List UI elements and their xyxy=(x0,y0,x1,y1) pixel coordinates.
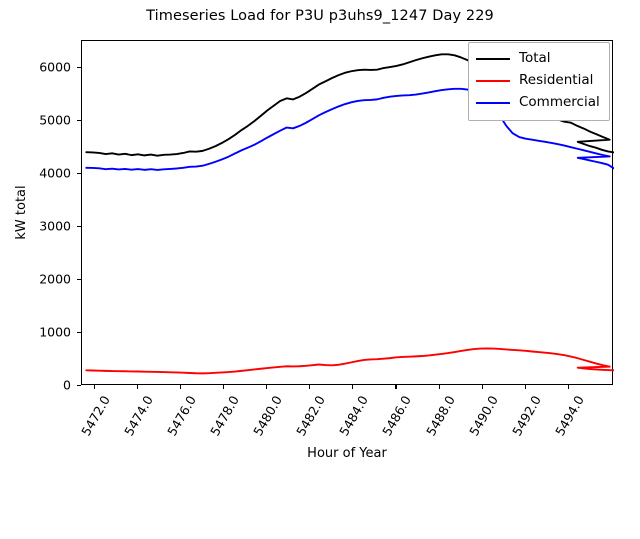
x-tick-mark xyxy=(438,385,440,389)
y-tick-mark xyxy=(77,172,81,174)
x-tick-label: 5494.0 xyxy=(551,393,587,439)
y-tick-label: 0 xyxy=(63,377,71,393)
series-line-residential xyxy=(85,347,614,375)
x-tick-mark xyxy=(266,385,268,389)
legend-label: Residential xyxy=(519,72,594,89)
legend-swatch-total xyxy=(476,58,510,60)
x-axis-label: Hour of Year xyxy=(307,446,387,461)
legend-label: Commercial xyxy=(519,94,600,111)
x-tick-mark xyxy=(567,385,569,389)
y-tick-label: 4000 xyxy=(39,165,71,181)
legend-swatch-commercial xyxy=(476,102,510,104)
legend-swatch-residential xyxy=(476,80,510,82)
legend-item-residential[interactable]: Residential xyxy=(476,70,600,92)
y-tick-label: 3000 xyxy=(39,218,71,234)
x-tick-label: 5478.0 xyxy=(207,393,243,439)
x-tick-mark xyxy=(309,385,311,389)
legend-item-total[interactable]: Total xyxy=(476,48,600,70)
x-tick-label: 5480.0 xyxy=(250,393,286,439)
x-tick-mark xyxy=(137,385,139,389)
x-tick-mark xyxy=(481,385,483,389)
x-tick-mark xyxy=(180,385,182,389)
y-tick-label: 5000 xyxy=(39,112,71,128)
y-tick-mark xyxy=(77,278,81,280)
y-tick-mark xyxy=(77,119,81,121)
series-line-commercial xyxy=(85,87,614,171)
y-tick-label: 1000 xyxy=(39,324,71,340)
x-tick-mark xyxy=(395,385,397,389)
y-tick-label: 2000 xyxy=(39,271,71,287)
y-tick-mark xyxy=(77,385,81,387)
x-tick-label: 5472.0 xyxy=(78,393,113,439)
x-tick-mark xyxy=(223,385,225,389)
chart-title: Timeseries Load for P3U p3uhs9_1247 Day … xyxy=(146,8,494,24)
y-tick-mark xyxy=(77,331,81,334)
x-tick-mark xyxy=(524,385,526,389)
x-tick-label: 5476.0 xyxy=(164,393,200,439)
x-tick-mark xyxy=(352,385,354,389)
y-tick-mark xyxy=(77,225,81,227)
x-tick-label: 5488.0 xyxy=(422,393,458,439)
y-tick-mark xyxy=(77,66,81,68)
x-tick-label: 5492.0 xyxy=(508,393,544,439)
y-tick-label: 6000 xyxy=(39,59,71,75)
legend-item-commercial[interactable]: Commercial xyxy=(476,92,600,114)
chart-figure: Timeseries Load for P3U p3uhs9_1247 Day … xyxy=(14,8,614,461)
x-tick-label: 5490.0 xyxy=(465,393,501,439)
chart-legend: Total Residential Commercial xyxy=(468,42,610,121)
x-tick-label: 5474.0 xyxy=(121,393,156,439)
x-tick-mark xyxy=(93,385,96,389)
legend-label: Total xyxy=(519,50,551,67)
x-tick-label: 5486.0 xyxy=(379,393,415,439)
